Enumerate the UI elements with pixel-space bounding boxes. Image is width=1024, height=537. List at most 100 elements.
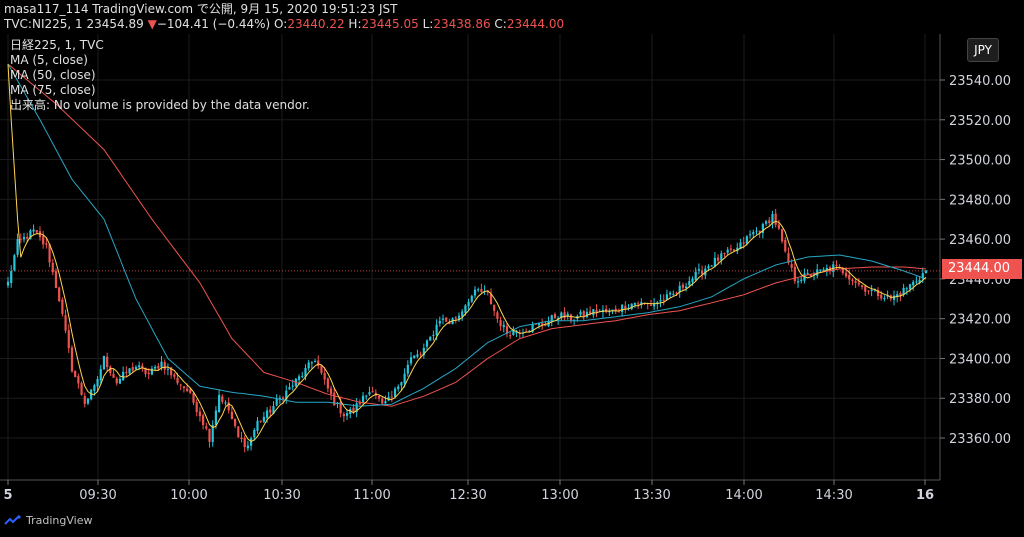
- close-value: 23444.00: [506, 17, 565, 31]
- candle-body: [61, 299, 64, 314]
- candle-body: [58, 287, 61, 302]
- candle-body: [377, 395, 381, 399]
- candle-body: [819, 269, 822, 271]
- x-tick-label: 10:00: [170, 488, 207, 503]
- candle-body: [822, 269, 825, 271]
- candle-body: [464, 305, 467, 313]
- candle-body: [790, 264, 793, 268]
- candle-body: [326, 378, 329, 389]
- candle-body: [390, 396, 393, 398]
- candle-body: [720, 253, 723, 261]
- candle-body: [208, 428, 211, 442]
- candle-body: [413, 355, 416, 359]
- candle-body: [6, 281, 10, 286]
- candle-body: [195, 402, 198, 412]
- candle-body: [441, 318, 445, 320]
- candle-body: [883, 298, 886, 300]
- candle-body: [240, 437, 243, 440]
- candle-body: [80, 383, 83, 395]
- y-axis-ticks: 23540.00 23520.00 23500.00 23480.00 23460.00…: [940, 74, 1011, 447]
- candle-body: [918, 279, 921, 283]
- candle-body: [457, 315, 461, 320]
- candle-body: [381, 398, 384, 404]
- x-tick-label: 14:30: [815, 488, 852, 503]
- candle-body: [896, 294, 899, 297]
- candle-body: [122, 371, 125, 381]
- x-tick-label: 16: [916, 488, 934, 503]
- candle-body: [288, 387, 291, 390]
- candle-body: [876, 289, 880, 296]
- candle-body: [32, 229, 35, 232]
- legend-title[interactable]: 日経225, 1, TVC: [10, 38, 104, 52]
- candle-body: [473, 289, 477, 296]
- x-tick-label: 10:30: [263, 488, 300, 503]
- candle-body: [688, 281, 691, 286]
- legend-ma50[interactable]: MA (50, close): [10, 68, 96, 82]
- candle-body: [816, 269, 819, 276]
- x-tick-label: 11:00: [353, 488, 390, 503]
- candle-body: [710, 265, 713, 267]
- candle-body: [400, 382, 403, 386]
- footer[interactable]: TradingView: [4, 514, 92, 527]
- candle-body: [595, 309, 598, 313]
- candle-body: [857, 282, 860, 285]
- candle-body: [537, 323, 541, 326]
- legend-ma5[interactable]: MA (5, close): [10, 53, 88, 67]
- candle-body: [557, 317, 560, 320]
- legend-ma75[interactable]: MA (75, close): [10, 83, 96, 97]
- candle-body: [716, 257, 720, 261]
- x-tick-label: 14:00: [725, 488, 762, 503]
- candle-body: [154, 366, 157, 369]
- x-tick-label: 09:30: [79, 488, 116, 503]
- candle-body: [224, 402, 227, 404]
- candle-body: [870, 289, 873, 291]
- candle-body: [624, 305, 627, 310]
- candle-body: [211, 425, 214, 442]
- x-tick-label: 12:30: [449, 488, 486, 503]
- candle-body: [125, 371, 128, 373]
- candle-body: [163, 362, 166, 370]
- currency-button[interactable]: JPY: [967, 38, 999, 62]
- low-label: L:: [422, 17, 434, 31]
- candle-body: [272, 406, 275, 414]
- candle-body: [867, 290, 870, 292]
- candle-body: [269, 409, 272, 413]
- change-down-icon: ▼: [147, 17, 157, 31]
- candle-body: [109, 366, 112, 374]
- candle-body: [640, 302, 643, 305]
- candle-body: [192, 392, 195, 403]
- candle-body: [352, 407, 355, 412]
- candle-body: [502, 324, 505, 328]
- candle-body: [333, 392, 336, 406]
- candle-body: [461, 311, 464, 317]
- candle-body: [480, 288, 483, 293]
- candle-body: [477, 289, 480, 291]
- change-value: −104.41 (−0.44%): [156, 17, 271, 31]
- candle-body: [13, 255, 16, 271]
- candle-body: [166, 368, 170, 370]
- candle-body: [844, 272, 848, 277]
- candle-body: [726, 249, 729, 253]
- candle-body: [758, 230, 761, 233]
- candle-body: [355, 403, 358, 412]
- candle-body: [26, 236, 29, 239]
- candle-body: [281, 397, 285, 400]
- candle-body: [406, 364, 409, 374]
- candle-body: [198, 411, 202, 417]
- candle-body: [806, 273, 809, 275]
- candle-body: [19, 239, 22, 241]
- candle-body: [301, 376, 304, 378]
- candle-body: [275, 398, 278, 406]
- candle-body: [787, 252, 790, 263]
- candle-body: [627, 307, 630, 309]
- candle-body: [339, 401, 342, 414]
- candle-body: [170, 367, 173, 376]
- candle-body: [141, 365, 144, 368]
- indicator-legend: 日経225, 1, TVC MA (5, close) MA (50, clos…: [10, 38, 310, 113]
- current-price-tag: 23444.00: [942, 259, 1022, 279]
- candle-body: [256, 420, 259, 431]
- candle-body: [771, 214, 774, 224]
- candle-body: [723, 252, 726, 254]
- candle-body: [659, 300, 662, 302]
